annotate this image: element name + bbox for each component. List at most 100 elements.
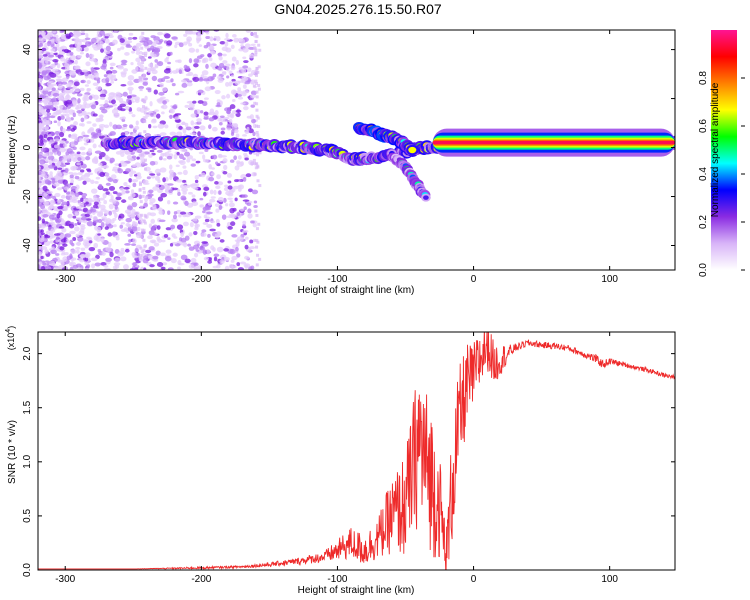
- noise-dot: [53, 138, 61, 142]
- noise-dot: [230, 65, 236, 71]
- noise-dot: [46, 108, 51, 113]
- noise-dot: [209, 228, 216, 232]
- noise-streak: [255, 70, 259, 74]
- noise-dot: [108, 203, 114, 210]
- noise-dot: [127, 224, 132, 228]
- noise-dot: [160, 266, 166, 270]
- noise-dot: [43, 99, 49, 104]
- noise-dot: [216, 102, 221, 107]
- noise-dot: [57, 150, 62, 156]
- noise-dot: [149, 161, 156, 166]
- noise-dot: [157, 238, 163, 243]
- noise-dot: [229, 159, 235, 163]
- noise-dot: [51, 87, 56, 91]
- noise-dot: [69, 70, 77, 76]
- noise-dot: [49, 204, 54, 208]
- noise-dot: [97, 218, 103, 224]
- noise-dot: [41, 235, 45, 239]
- noise-dot: [113, 107, 118, 111]
- noise-dot: [80, 225, 86, 230]
- noise-streak: [138, 256, 142, 260]
- noise-dot: [230, 132, 235, 136]
- noise-dot: [84, 41, 92, 47]
- noise-dot: [228, 213, 233, 217]
- noise-dot: [70, 117, 74, 121]
- snr-x-label: Height of straight line (km): [298, 585, 415, 596]
- noise-dot: [66, 255, 72, 261]
- noise-dot: [231, 78, 236, 82]
- noise-dot: [100, 48, 104, 53]
- noise-dot: [142, 258, 149, 264]
- noise-dot: [57, 78, 63, 82]
- noise-dot: [162, 152, 167, 157]
- noise-dot: [188, 246, 195, 251]
- noise-dot: [214, 233, 220, 239]
- noise-streak: [255, 35, 259, 39]
- noise-dot: [195, 160, 201, 164]
- noise-dot: [84, 242, 91, 247]
- noise-dot: [92, 215, 98, 221]
- noise-dot: [38, 55, 43, 59]
- noise-dot: [100, 237, 105, 243]
- noise-dot: [76, 44, 81, 50]
- noise-dot: [242, 220, 247, 225]
- spectrogram-stable-band: [432, 128, 675, 157]
- noise-dot: [62, 179, 68, 186]
- noise-dot: [243, 152, 248, 156]
- noise-dot: [90, 37, 97, 44]
- noise-dot: [41, 47, 47, 52]
- noise-dot: [104, 154, 109, 160]
- noise-dot: [166, 155, 173, 160]
- noise-dot: [123, 264, 129, 270]
- noise-streak: [139, 213, 143, 217]
- noise-dot: [174, 92, 180, 96]
- noise-dot: [54, 131, 60, 135]
- snr-scale-suffix: ): [6, 326, 16, 329]
- noise-dot: [149, 149, 155, 153]
- noise-dot: [66, 116, 72, 123]
- noise-streak: [141, 31, 145, 35]
- noise-dot: [112, 191, 118, 195]
- noise-dot: [113, 113, 120, 119]
- noise-dot: [99, 30, 105, 36]
- noise-dot: [235, 59, 239, 65]
- noise-dot: [253, 205, 258, 208]
- noise-dot: [145, 113, 151, 118]
- noise-dot: [222, 158, 228, 163]
- noise-dot: [227, 185, 233, 190]
- noise-dot: [135, 260, 141, 264]
- noise-dot: [231, 56, 237, 62]
- noise-dot: [44, 126, 50, 130]
- noise-dot: [103, 218, 108, 223]
- noise-dot: [63, 48, 70, 54]
- noise-dot: [218, 55, 223, 61]
- noise-dot: [51, 178, 56, 185]
- noise-dot: [153, 36, 160, 42]
- noise-dot: [250, 80, 256, 85]
- noise-dot: [95, 74, 99, 79]
- noise-dot: [252, 131, 256, 137]
- noise-dot: [83, 137, 90, 143]
- noise-dot: [104, 36, 109, 39]
- noise-dot: [38, 154, 43, 159]
- noise-streak: [141, 57, 145, 61]
- noise-dot: [223, 248, 230, 252]
- noise-dot: [250, 31, 254, 37]
- noise-dot: [236, 212, 241, 217]
- noise-dot: [44, 249, 49, 254]
- noise-streak: [254, 166, 258, 170]
- noise-dot: [226, 172, 232, 178]
- noise-dot: [72, 112, 76, 118]
- noise-dot: [177, 90, 185, 94]
- noise-dot: [181, 79, 187, 83]
- noise-dot: [110, 78, 114, 82]
- noise-dot: [109, 66, 114, 70]
- noise-dot: [135, 51, 140, 55]
- noise-dot: [207, 260, 213, 264]
- noise-dot: [47, 58, 53, 61]
- noise-dot: [201, 70, 209, 76]
- noise-dot: [214, 89, 221, 95]
- noise-dot: [234, 179, 239, 183]
- noise-dot: [95, 86, 102, 91]
